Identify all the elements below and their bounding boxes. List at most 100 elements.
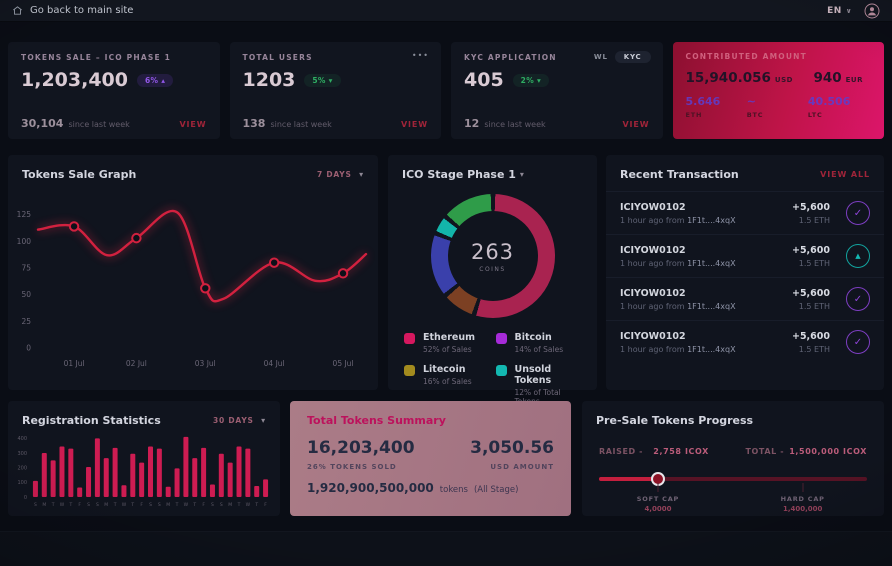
legend-item: Unsold Tokens 12% of Total Tokens [495, 364, 582, 406]
eur-unit: EUR [845, 76, 863, 84]
transaction-time: 1 hour ago from 1F1t....4xqX [620, 215, 736, 225]
legend-sub: 14% of Sales [514, 345, 564, 354]
svg-text:S: S [87, 502, 90, 508]
total-tokens-summary-card: Total Tokens Summary 16,203,400 26% TOKE… [290, 401, 571, 516]
registration-statistics-panel: Registration Statistics 30 DAYS ▾ 0 100 20… [8, 401, 280, 516]
range-dropdown[interactable]: 30 DAYS ▾ [212, 416, 266, 425]
card-title: CONTRIBUTED AMOUNT [685, 52, 807, 61]
svg-text:S: S [158, 502, 161, 508]
legend-item: Litecoin 16% of Sales [404, 364, 490, 406]
presale-progress-slider: SOFT CAP 4,0000 HARD CAP 1,400,000 [599, 472, 867, 518]
legend-name: Litecoin [423, 364, 466, 375]
svg-text:W: W [246, 502, 251, 508]
transaction-amount: +5,600 [791, 330, 830, 342]
legend-swatch [495, 365, 507, 376]
svg-text:M: M [104, 502, 108, 508]
kyc-toggle[interactable]: KYC [614, 51, 651, 63]
wl-toggle[interactable]: WL [593, 53, 608, 61]
svg-text:0: 0 [26, 344, 31, 353]
legend-swatch [404, 333, 415, 344]
ltc-amount: 40.506 [807, 95, 851, 108]
caret-down-icon: ▾ [359, 170, 364, 179]
arrow-down-icon: ▾ [536, 75, 542, 85]
card-title: Total Tokens Summary [307, 414, 446, 427]
delta-caption: since last week [270, 120, 332, 129]
svg-text:M: M [166, 502, 170, 508]
back-to-main-site-link[interactable]: Go back to main site [12, 5, 133, 16]
tokens-sold-value: 16,203,400 [307, 438, 415, 458]
tokens-sold-caption: 26% TOKENS SOLD [307, 463, 397, 471]
transaction-amount: +5,600 [791, 201, 830, 213]
donut-chart: 263 COINS [430, 194, 555, 318]
eth-amount: 5.646 [685, 95, 721, 108]
svg-text:300: 300 [17, 451, 27, 457]
view-link[interactable]: VIEW [179, 120, 207, 129]
btc-label: BTC [746, 111, 764, 119]
svg-text:F: F [78, 502, 81, 508]
transaction-id: ICIYOW0102 [620, 244, 686, 256]
svg-text:T: T [130, 502, 134, 508]
legend-name: Unsold Tokens [514, 364, 552, 386]
ico-stage-panel: ICO Stage Phase 1 ▾ 263 COINS Ethereum 5… [388, 155, 597, 406]
arrow-up-icon: ▴ [161, 75, 166, 85]
transaction-id: ICIYOW0102 [620, 287, 686, 299]
language-dropdown[interactable]: EN ∨ [827, 6, 852, 16]
view-link[interactable]: VIEW [400, 120, 428, 129]
legend-name: Ethereum [423, 332, 476, 343]
eur-amount: 940 [813, 70, 842, 86]
svg-text:W: W [184, 502, 189, 508]
transaction-amount: +5,600 [791, 287, 830, 299]
footer-bar [0, 531, 892, 566]
transaction-amount: +5,600 [791, 244, 830, 256]
panel-title: ICO Stage Phase 1 [402, 168, 516, 181]
range-dropdown[interactable]: 7 DAYS ▾ [316, 170, 364, 179]
svg-text:M: M [228, 502, 232, 508]
donut-center-label: COINS [479, 265, 506, 273]
usd-unit: USD [774, 76, 793, 84]
view-link[interactable]: VIEW [622, 120, 650, 129]
user-avatar[interactable] [864, 3, 880, 19]
tokens-sale-line-chart: 0 25 50 75 100 125 01 Jul 02 Jul 03 Jul 04 Jul 05 … [17, 207, 369, 368]
svg-text:T: T [68, 502, 72, 508]
svg-text:0: 0 [24, 495, 27, 501]
total-label: TOTAL - 1,500,000 ICOX [745, 447, 867, 456]
card-value: 1203 [242, 69, 296, 91]
svg-text:100: 100 [17, 480, 27, 486]
svg-text:F: F [140, 502, 143, 508]
caret-down-icon[interactable]: ▾ [519, 170, 524, 179]
slider-track[interactable] [599, 477, 867, 481]
svg-text:T: T [254, 502, 258, 508]
svg-text:02 Jul: 02 Jul [126, 359, 147, 368]
panel-title: Recent Transaction [620, 168, 739, 181]
delta-caption: since last week [68, 120, 130, 129]
svg-text:01 Jul: 01 Jul [64, 359, 85, 368]
view-all-link[interactable]: VIEW ALL [820, 170, 870, 179]
ltc-label: LTC [807, 111, 823, 119]
usd-amount-caption: USD AMOUNT [490, 463, 554, 471]
legend-swatch [404, 365, 415, 376]
more-menu-icon[interactable]: ••• [411, 51, 429, 60]
transaction-eth: 1.5 ETH [798, 344, 830, 354]
total-users-card: ••• TOTAL USERS 1203 5% ▾ 138 since last… [229, 42, 441, 139]
donut-center-value: 263 [470, 239, 515, 264]
transaction-id: ICIYOW0102 [620, 330, 686, 342]
svg-text:S: S [149, 502, 152, 508]
svg-text:50: 50 [21, 290, 31, 299]
ethereum-icon: ▲ [846, 244, 870, 268]
soft-cap-tick [657, 483, 659, 492]
transaction-time: 1 hour ago from 1F1t....4xqX [620, 344, 736, 354]
svg-text:T: T [237, 502, 241, 508]
transaction-row: ICIYOW0102 1 hour ago from 1F1t....4xqX … [606, 277, 884, 320]
coin-amounts: 5.646 ETH ~ BTC 40.506 LTC [686, 95, 872, 119]
svg-text:04 Jul: 04 Jul [264, 359, 285, 368]
card-title: KYC APPLICATION [464, 53, 557, 62]
card-value: 405 [464, 69, 504, 91]
svg-text:T: T [192, 502, 196, 508]
hard-cap-tick [802, 483, 804, 492]
donut-legend: Ethereum 52% of Sales Bitcoin 14% of Sal… [388, 318, 597, 406]
recent-transactions-panel: Recent Transaction VIEW ALL ICIYOW0102 1… [606, 155, 884, 390]
delta-caption: since last week [484, 120, 546, 129]
change-badge: 2% ▾ [512, 73, 550, 87]
svg-text:T: T [113, 502, 117, 508]
total-tokens-caption: tokens [439, 485, 468, 495]
